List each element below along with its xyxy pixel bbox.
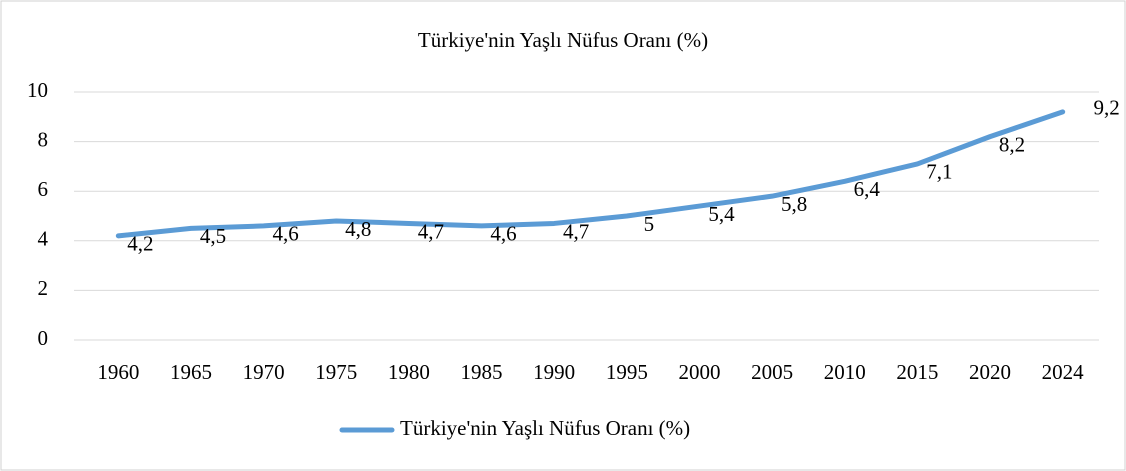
chart-title: Türkiye'nin Yaşlı Nüfus Oranı (%): [418, 28, 708, 52]
x-tick-label: 2000: [678, 360, 720, 384]
x-tick-label: 1970: [243, 360, 285, 384]
data-label: 5,4: [708, 202, 735, 226]
data-label: 4,8: [345, 217, 371, 241]
data-label: 7,1: [926, 160, 952, 184]
x-tick-label: 1980: [388, 360, 430, 384]
y-tick-label: 10: [27, 78, 48, 102]
y-tick-label: 6: [38, 177, 49, 201]
y-tick-label: 4: [38, 227, 49, 251]
y-tick-label: 8: [38, 127, 49, 151]
data-label: 5: [644, 212, 655, 236]
data-line: [115, 109, 1066, 239]
data-label: 5,8: [781, 192, 807, 216]
data-label: 4,6: [490, 222, 516, 246]
x-tick-label: 1990: [533, 360, 575, 384]
data-label: 4,5: [200, 224, 226, 248]
y-tick-label: 0: [38, 326, 49, 350]
x-tick-label: 2020: [969, 360, 1011, 384]
data-label: 6,4: [854, 177, 881, 201]
x-tick-label: 1985: [461, 360, 503, 384]
legend-label: Türkiye'nin Yaşlı Nüfus Oranı (%): [400, 416, 690, 440]
x-tick-label: 1995: [606, 360, 648, 384]
data-label: 4,7: [418, 219, 444, 243]
data-label: 4,2: [127, 232, 153, 256]
data-label: 9,2: [1094, 96, 1120, 120]
x-tick-label: 2005: [751, 360, 793, 384]
x-tick-label: 2015: [896, 360, 938, 384]
x-tick-label: 1975: [315, 360, 357, 384]
x-tick-label: 1960: [97, 360, 139, 384]
x-tick-label: 2024: [1042, 360, 1085, 384]
data-label: 4,7: [563, 219, 589, 243]
data-label: 8,2: [999, 132, 1025, 156]
x-tick-label: 1965: [170, 360, 212, 384]
data-label: 4,6: [272, 222, 298, 246]
y-tick-label: 2: [38, 276, 49, 300]
x-tick-label: 2010: [824, 360, 866, 384]
